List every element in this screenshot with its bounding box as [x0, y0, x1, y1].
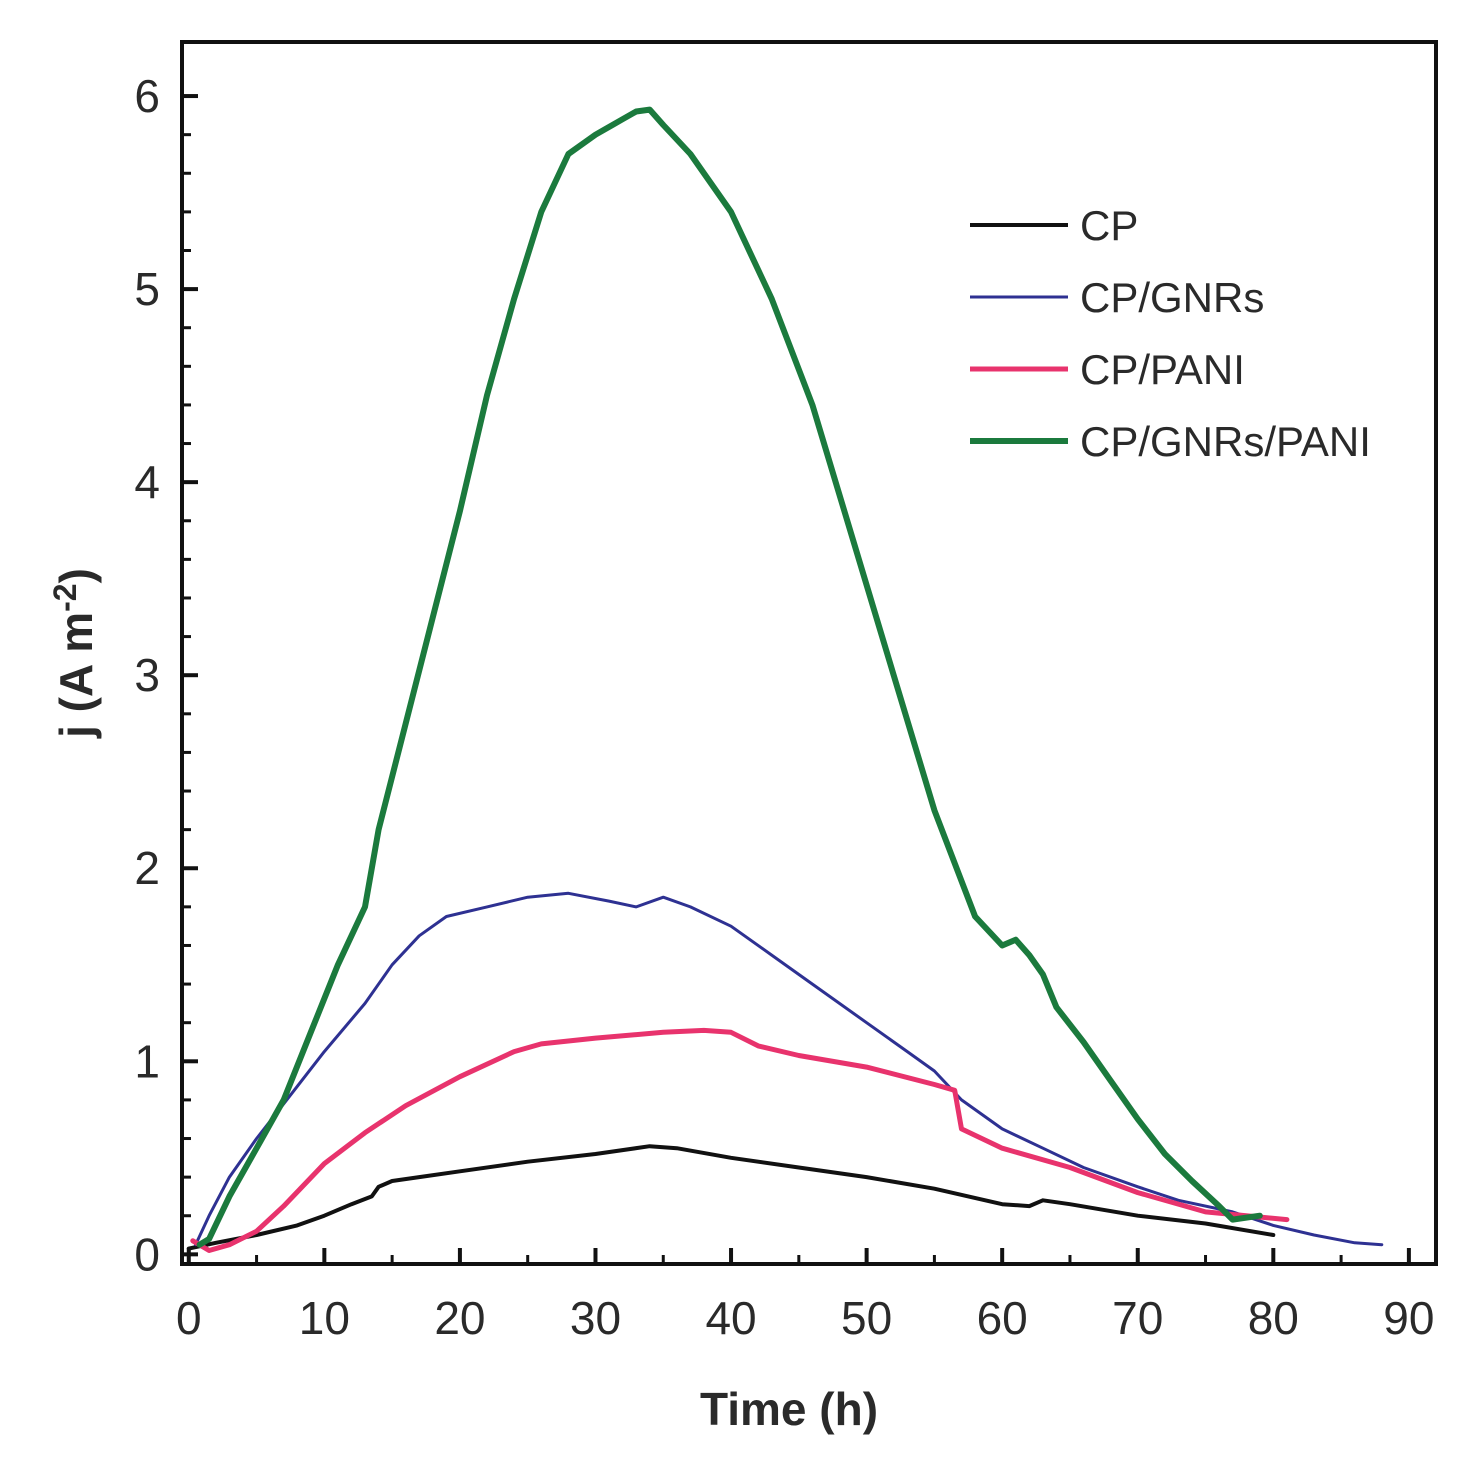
series-line-cp-gnrs	[194, 891, 1384, 1247]
x-tick-label: 70	[1112, 1292, 1163, 1344]
legend-label-cp-gnrs-pani: CP/GNRs/PANI	[1080, 418, 1371, 465]
x-tick-label: 0	[176, 1292, 202, 1344]
legend-label-cp-gnrs: CP/GNRs	[1080, 274, 1264, 321]
y-tick-label: 6	[134, 70, 160, 122]
y-axis-title-exponent: -2	[47, 583, 83, 611]
x-tick-label: 10	[299, 1292, 350, 1344]
plot-frame	[180, 40, 1438, 1266]
x-tick-label: 20	[434, 1292, 485, 1344]
legend: CP CP/GNRs CP/PANI CP/GNRs/PANI	[970, 202, 1371, 465]
x-axis-title: Time (h)	[700, 1383, 878, 1435]
y-axis-title-close: )	[50, 568, 102, 583]
series-layer	[186, 106, 1384, 1253]
x-tick-label: 90	[1383, 1292, 1434, 1344]
y-axis-title: j (A m-2)	[47, 568, 102, 739]
y-tick-label: 3	[134, 649, 160, 701]
y-tick-label: 2	[134, 842, 160, 894]
y-tick-label: 1	[134, 1035, 160, 1087]
y-tick-label: 0	[134, 1228, 160, 1280]
y-tick-label: 5	[134, 263, 160, 315]
x-tick-label: 50	[841, 1292, 892, 1344]
y-tick-label: 4	[134, 456, 160, 508]
x-tick-label: 80	[1248, 1292, 1299, 1344]
x-tick-label: 60	[977, 1292, 1028, 1344]
y-axis-ticks: 0 1 2 3 4 5 6	[134, 70, 198, 1280]
series-line-cp-gnrs-pani	[196, 106, 1263, 1248]
x-tick-label: 30	[570, 1292, 621, 1344]
series-line-cp	[186, 1144, 1276, 1251]
y-axis-title-main: j (A m	[50, 612, 102, 739]
series-line-cp-pani	[190, 1027, 1290, 1253]
x-tick-label: 40	[705, 1292, 756, 1344]
legend-label-cp: CP	[1080, 202, 1138, 249]
x-axis-ticks: 0 10 20 30 40 50 60 70 80 90	[176, 1248, 1434, 1344]
legend-label-cp-pani: CP/PANI	[1080, 346, 1245, 393]
